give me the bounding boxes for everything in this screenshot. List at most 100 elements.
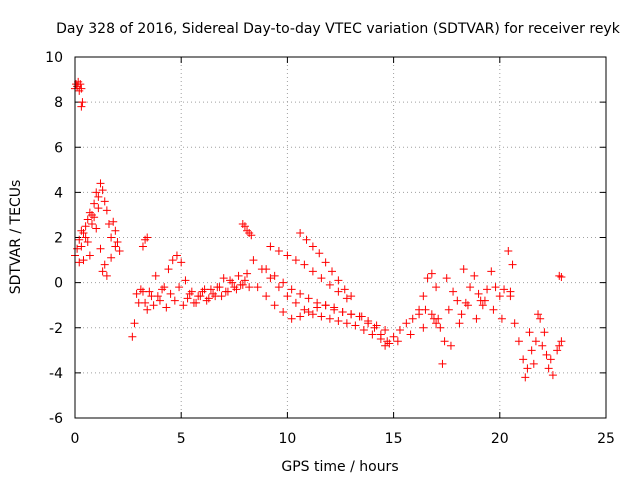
axis-ticks: 0 5 10 15 20 25 -6 -4 -2 0 2 4 6 8 10 (45, 50, 615, 447)
y-tick-label: 8 (54, 95, 63, 111)
y-tick-label: 0 (54, 276, 63, 292)
data-point (342, 294, 351, 303)
data-point (230, 283, 239, 292)
y-tick-label: -2 (49, 321, 63, 337)
data-point (87, 219, 96, 228)
data-point (75, 258, 84, 267)
data-point (270, 301, 279, 310)
series-late (555, 271, 566, 281)
data-point (107, 253, 116, 262)
data-point (98, 186, 107, 195)
data-point (145, 287, 154, 296)
data-point (138, 242, 147, 251)
data-point (525, 328, 534, 337)
data-point (419, 292, 428, 301)
data-point (395, 326, 404, 335)
data-point (334, 287, 343, 296)
data-point (427, 310, 436, 319)
data-point (555, 271, 564, 280)
data-point (164, 265, 173, 274)
data-point (383, 337, 392, 346)
data-point (438, 359, 447, 368)
data-point (470, 271, 479, 280)
data-point (113, 238, 122, 247)
plot-frame (74, 56, 607, 419)
data-point (143, 233, 152, 242)
data-point (92, 224, 101, 233)
x-tick-label: 15 (385, 431, 403, 447)
data-point (555, 341, 564, 350)
data-point (531, 337, 540, 346)
data-point (442, 274, 451, 283)
data-point (204, 294, 213, 303)
data-point (76, 80, 85, 89)
data-point (92, 188, 101, 197)
data-point (546, 355, 555, 364)
data-point (245, 283, 254, 292)
data-point (115, 247, 124, 256)
data-point (279, 278, 288, 287)
data-point (296, 312, 305, 321)
data-point (283, 292, 292, 301)
data-point (459, 265, 468, 274)
data-point (304, 294, 313, 303)
data-point (81, 222, 90, 231)
series-early-high (71, 77, 87, 111)
data-point (406, 330, 415, 339)
data-point (321, 258, 330, 267)
data-point (389, 332, 398, 341)
data-point (419, 323, 428, 332)
data-point (143, 305, 152, 314)
data-point (540, 328, 549, 337)
data-point (266, 274, 275, 283)
data-point (247, 231, 256, 240)
data-points (71, 77, 566, 382)
data-point (107, 233, 116, 242)
data-point (408, 314, 417, 323)
data-point (73, 244, 82, 253)
x-axis-label: GPS time / hours (281, 459, 398, 475)
data-point (228, 278, 237, 287)
data-point (347, 292, 356, 301)
data-point (75, 235, 84, 244)
data-point (217, 292, 226, 301)
data-point (548, 371, 557, 380)
data-point (519, 355, 528, 364)
data-point (175, 283, 184, 292)
data-point (104, 219, 113, 228)
data-point (209, 289, 218, 298)
data-point (508, 260, 517, 269)
data-point (476, 296, 485, 305)
data-point (325, 280, 334, 289)
data-point (102, 206, 111, 215)
data-point (291, 256, 300, 265)
data-point (170, 296, 179, 305)
x-tick-label: 0 (71, 431, 80, 447)
y-tick-label: 4 (54, 185, 63, 201)
data-point (474, 289, 483, 298)
data-point (457, 310, 466, 319)
data-point (243, 226, 252, 235)
data-point (423, 274, 432, 283)
data-point (472, 314, 481, 323)
data-point (308, 267, 317, 276)
data-point (466, 283, 475, 292)
data-point (330, 303, 339, 312)
data-point (328, 267, 337, 276)
series-arc-c (266, 242, 351, 303)
data-point (198, 287, 207, 296)
x-tick-label: 20 (491, 431, 509, 447)
data-point (200, 285, 209, 294)
y-tick-label: -4 (49, 366, 63, 382)
data-point (427, 269, 436, 278)
data-point (538, 341, 547, 350)
data-point (308, 242, 317, 251)
y-tick-label: 2 (54, 231, 63, 247)
data-point (226, 276, 235, 285)
data-point (100, 197, 109, 206)
data-point (90, 213, 99, 222)
data-point (321, 301, 330, 310)
y-tick-label: -6 (49, 411, 63, 427)
data-point (177, 258, 186, 267)
data-point (128, 332, 137, 341)
